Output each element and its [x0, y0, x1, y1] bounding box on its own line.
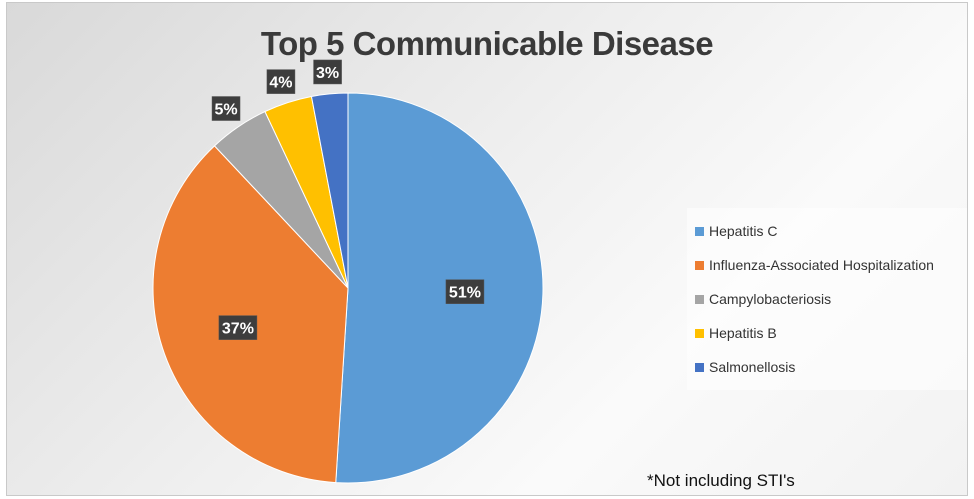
data-label-hepatitis-b: 4%	[266, 69, 296, 94]
legend-label: Salmonellosis	[709, 359, 796, 375]
pie-slice-influenza-associated-hospitalization	[152, 145, 349, 484]
legend-item-salmonellosis: Salmonellosis	[695, 350, 967, 384]
legend-label: Campylobacteriosis	[709, 291, 832, 307]
legend-swatch	[695, 260, 704, 270]
footnote: *Not including STI's	[647, 471, 795, 490]
legend-item-hepatitis-c: Hepatitis C	[695, 214, 967, 248]
data-label-text: 51%	[449, 285, 481, 302]
pie-slice-hepatitis-c	[335, 92, 544, 484]
pie-slice-salmonellosis	[310, 92, 349, 289]
data-label-hepatitis-c: 51%	[445, 279, 485, 304]
data-label-salmonellosis: 3%	[313, 59, 342, 85]
legend-label: Hepatitis C	[709, 223, 778, 239]
legend: Hepatitis C Influenza-Associated Hospital…	[687, 208, 967, 390]
data-label-background	[266, 69, 296, 94]
legend-swatch	[695, 328, 704, 338]
data-label-text: 5%	[214, 102, 237, 119]
legend-label: Hepatitis B	[709, 325, 777, 341]
data-label-background	[218, 315, 258, 340]
legend-label: Influenza-Associated Hospitalization	[709, 257, 934, 273]
legend-item-campylobacteriosis: Campylobacteriosis	[695, 282, 967, 316]
data-label-influenza-associated-hospitalization: 37%	[218, 315, 258, 340]
legend-swatch	[695, 294, 704, 304]
data-label-background	[445, 279, 485, 304]
pie-slices	[152, 92, 544, 484]
data-label-text: 4%	[269, 75, 292, 92]
chart-title: Top 5 Communicable Disease	[260, 25, 714, 62]
data-label-background	[211, 96, 241, 121]
data-label-campylobacteriosis: 5%	[211, 96, 241, 121]
chart-area: Top 5 Communicable Disease 51% 37% 5% 4% 3% …	[6, 2, 968, 496]
pie-chart: 51% 37% 5% 4% 3%	[152, 59, 544, 484]
legend-item-hepatitis-b: Hepatitis B	[695, 316, 967, 350]
pie-data-labels: 51% 37% 5% 4% 3%	[211, 59, 485, 340]
legend-swatch	[695, 226, 704, 236]
data-label-text: 37%	[222, 321, 254, 338]
data-label-background	[313, 59, 342, 85]
legend-swatch	[695, 362, 704, 372]
data-label-text: 3%	[316, 65, 339, 82]
legend-item-influenza-associated-hospitalization: Influenza-Associated Hospitalization	[695, 248, 967, 282]
